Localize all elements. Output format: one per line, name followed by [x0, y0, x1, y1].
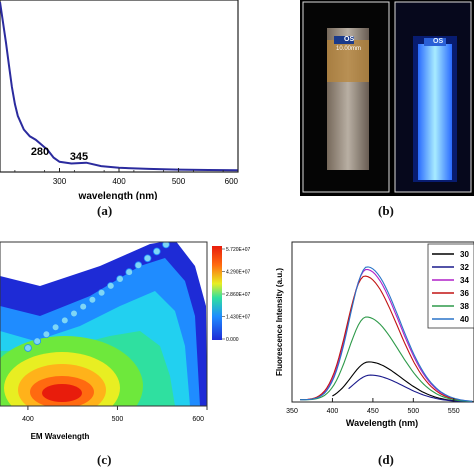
colorbar-label: 0.000 [226, 337, 239, 343]
legend-label: 32 [460, 263, 469, 272]
panel-a-x-tick-label: 300 [53, 177, 67, 186]
panel-c-x-tick-label: 500 [112, 416, 124, 423]
scatter-ridge-dot [107, 282, 115, 290]
panel-b-cuvette-photo: OS 10.00mm OS [300, 0, 474, 196]
fluorescence-series-line [300, 266, 473, 402]
cuvette-label-brand-uv: OS [433, 38, 444, 45]
panel-a-annotation-280: 280 [31, 146, 49, 158]
panel-d-x-tick-label: 500 [407, 408, 419, 415]
panel-d-x-tick-label: 350 [286, 408, 298, 415]
scatter-ridge-dot [42, 330, 51, 338]
panel-a-x-tick-label: 400 [112, 177, 126, 186]
panel-c-caption: (c) [97, 452, 112, 467]
panel-a-x-axis-label: wavelength (nm) [78, 191, 158, 200]
colorbar-label: 4.290E+07 [226, 270, 251, 276]
heatmap-frame [0, 241, 208, 407]
colorbar [212, 246, 222, 340]
scatter-ridge-dot [162, 242, 170, 249]
panel-a-absorbance-chart: 300 400 500 600 280 345 wavelength (nm) [0, 0, 239, 200]
scatter-ridge-dot [33, 337, 41, 345]
scatter-ridge-dot [143, 254, 152, 263]
scatter-ridge-dot [24, 344, 32, 352]
legend-label: 40 [460, 315, 469, 324]
panel-d-caption: (d) [378, 452, 394, 467]
panel-d-x-axis-label: Wavelength (nm) [346, 418, 418, 428]
heatmap-contours [0, 242, 207, 406]
scatter-ridge-dot [88, 295, 97, 304]
panel-c-x-tick-label: 400 [22, 416, 34, 423]
cuvette-label-brand: OS [344, 36, 355, 43]
panel-d-plot-frame [291, 241, 474, 403]
panel-a-absorbance-line [0, 1, 239, 172]
scatter-ridge-dot [125, 268, 133, 276]
scatter-ridge-dot [79, 302, 87, 311]
panel-b-caption: (b) [378, 203, 394, 218]
scatter-ridge-dot [134, 261, 143, 270]
legend-label: 36 [460, 289, 469, 298]
fluorescence-series-line [332, 361, 474, 403]
fluorescence-series-line [348, 374, 473, 403]
panel-d-x-tick-label: 550 [448, 408, 460, 415]
colorbar-label: 5.720E+07 [226, 247, 251, 253]
fluorescence-series-line [300, 275, 473, 402]
scatter-ridge-dot [51, 323, 60, 332]
scatter-ridge-dot [97, 288, 106, 297]
panel-a-x-tick-label: 600 [225, 177, 239, 186]
panel-d-legend [427, 243, 474, 329]
panel-d-x-tick-label: 400 [327, 408, 339, 415]
scatter-ridge-dot [116, 275, 124, 283]
legend-label: 30 [460, 250, 469, 259]
panel-a-annotation-345: 345 [70, 151, 88, 163]
panel-d-x-tick-label: 450 [367, 408, 379, 415]
legend-label: 38 [460, 302, 469, 311]
colorbar-label: 1.430E+07 [226, 315, 251, 321]
scatter-ridge-dot [61, 316, 69, 325]
panel-c-x-tick-label: 600 [192, 416, 204, 423]
legend-label: 34 [460, 276, 469, 285]
panel-a-x-tick-label: 500 [172, 177, 186, 186]
panel-c-heatmap-chart: 400 500 600 EM Wavelength 5.720E+07 4.290E+… [0, 241, 251, 441]
fluorescence-series-line [300, 316, 473, 403]
panel-d-y-axis-label: Fluorescence Intensity (a.u.) [275, 268, 284, 376]
panel-d-fluorescence-chart: 350 400 450 500 550 Fluorescence Intensity (… [275, 241, 474, 428]
cuvette-label-pathlength: 10.00mm [336, 46, 362, 52]
scatter-ridge-dot [153, 247, 161, 256]
scatter-ridge-dot [70, 309, 78, 318]
colorbar-label: 2.860E+07 [226, 292, 251, 298]
panel-c-x-axis-label: EM Wavelength [31, 432, 90, 441]
cuvette-photo-illustration [302, 1, 472, 193]
panel-a-caption: (a) [97, 203, 113, 218]
